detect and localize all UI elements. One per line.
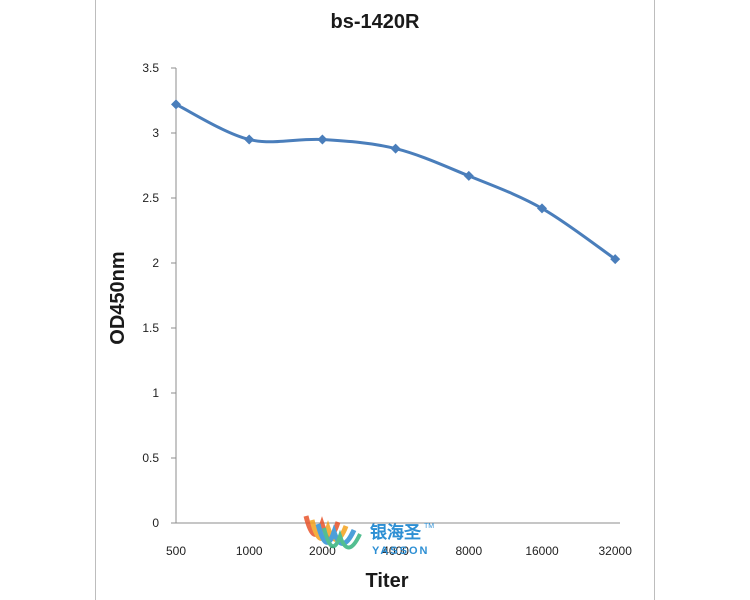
y-tick-label: 2.5 [142, 191, 159, 205]
data-point-marker [610, 254, 621, 265]
watermark-tm: TM [424, 523, 434, 530]
x-tick-label: 32000 [599, 544, 633, 558]
data-point-marker [463, 170, 474, 181]
y-tick-label: 3.5 [142, 61, 159, 75]
data-point-marker [171, 99, 181, 110]
chart-title: bs-1420R [331, 11, 420, 33]
y-tick-label: 1 [152, 386, 159, 400]
y-tick-label: 0.5 [142, 451, 159, 465]
x-axis-title: Titer [366, 570, 409, 592]
data-point-marker [317, 134, 328, 145]
y-axis-title: OD450nm [107, 251, 129, 344]
y-tick-label: 3 [152, 126, 159, 140]
x-tick-label: 8000 [455, 544, 482, 558]
series-line [175, 103, 617, 261]
series-markers [171, 99, 621, 265]
x-tick-label: 4000 [382, 544, 409, 558]
data-point-marker [390, 143, 401, 154]
y-tick-label: 2 [152, 256, 159, 270]
x-tick-labels: 500 1000 2000 4000 8000 16000 32000 [166, 544, 632, 558]
watermark-cn-text: 银海圣 [370, 522, 422, 542]
watermark-en-text: YASSON [372, 545, 429, 557]
data-point-marker [537, 203, 547, 214]
x-tick-label: 1000 [236, 544, 263, 558]
watermark-logo [303, 515, 362, 550]
data-point-marker [244, 134, 255, 145]
chart-frame [95, 0, 655, 600]
x-tick-label: 2000 [309, 544, 336, 558]
y-tick-label: 0 [152, 516, 159, 530]
y-tick-labels: 0 0.5 1 1.5 2 2.5 3 3.5 [142, 61, 176, 530]
x-tick-label: 16000 [525, 544, 559, 558]
x-tick-label: 500 [166, 544, 186, 558]
y-tick-label: 1.5 [142, 321, 159, 335]
